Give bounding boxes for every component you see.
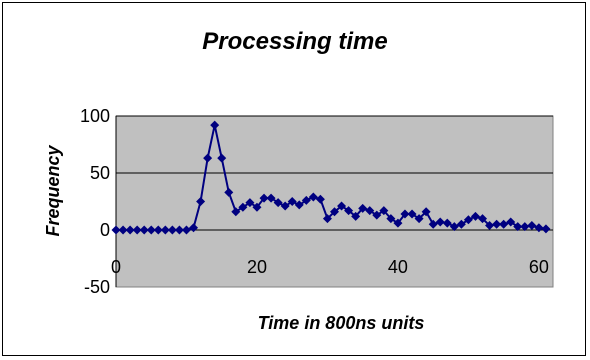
data-point [442, 218, 452, 228]
data-point [463, 215, 473, 225]
data-point [210, 120, 220, 130]
x-tick-label: 0 [111, 257, 121, 277]
data-point [167, 225, 177, 235]
data-point [308, 192, 318, 202]
data-point [118, 225, 128, 235]
data-point [393, 218, 403, 228]
y-tick-label: 0 [100, 220, 110, 240]
data-point [534, 223, 544, 233]
data-point [322, 214, 332, 224]
chart-title: Processing time [202, 28, 387, 55]
data-point [266, 193, 276, 203]
x-tick-label: 40 [388, 257, 408, 277]
data-point [287, 197, 297, 206]
data-point [414, 214, 424, 224]
data-point [400, 209, 410, 219]
data-point [330, 207, 339, 217]
y-tick-label: 100 [80, 106, 110, 126]
data-point [478, 214, 488, 224]
x-tick-label: 60 [529, 257, 549, 277]
data-point [245, 198, 255, 208]
data-point [259, 193, 269, 203]
data-point [506, 217, 516, 227]
data-point [344, 206, 354, 216]
data-point [386, 214, 396, 224]
data-point [485, 220, 495, 230]
data-point [527, 220, 537, 230]
data-point [520, 222, 530, 232]
data-point [407, 209, 417, 219]
data-point [351, 211, 361, 221]
x-tick-label: 20 [247, 257, 267, 277]
data-point [428, 219, 438, 229]
data-point [435, 217, 445, 227]
data-point [231, 207, 241, 217]
plot-area [115, 115, 554, 288]
data-point [372, 210, 382, 220]
data-point [358, 203, 368, 213]
data-point [203, 153, 213, 163]
data-point [421, 207, 431, 217]
data-point [280, 201, 290, 211]
y-axis-label: Frequency [43, 144, 63, 236]
data-point [379, 206, 389, 216]
data-point [189, 223, 199, 233]
data-point [470, 211, 480, 221]
data-point [217, 153, 227, 163]
data-point [337, 201, 347, 211]
y-tick-label: -50 [84, 277, 110, 297]
data-point [365, 206, 375, 216]
data-point [449, 222, 459, 232]
data-point [132, 225, 142, 235]
x-axis-label: Time in 800ns units [258, 313, 425, 333]
data-point [139, 225, 149, 235]
data-point [294, 200, 304, 210]
chart-frame: Processing time -50 0 50 100 0 20 40 60 Frequen… [2, 2, 586, 356]
data-point [252, 202, 262, 212]
y-tick-label: 50 [90, 163, 110, 183]
data-point [541, 224, 551, 234]
data-point [238, 202, 248, 212]
data-point [273, 198, 283, 208]
data-point [301, 195, 311, 205]
series-layer [111, 120, 551, 235]
data-point [456, 219, 466, 229]
data-point [125, 225, 135, 235]
data-point [196, 197, 206, 206]
data-point [111, 225, 121, 235]
data-point [315, 194, 325, 204]
data-point [153, 225, 163, 235]
data-point [492, 219, 502, 229]
data-point [499, 219, 509, 229]
data-point [174, 225, 184, 235]
data-point [181, 225, 191, 235]
data-point [160, 225, 170, 235]
data-point [224, 187, 234, 197]
data-point [513, 222, 523, 232]
data-point [146, 225, 156, 235]
